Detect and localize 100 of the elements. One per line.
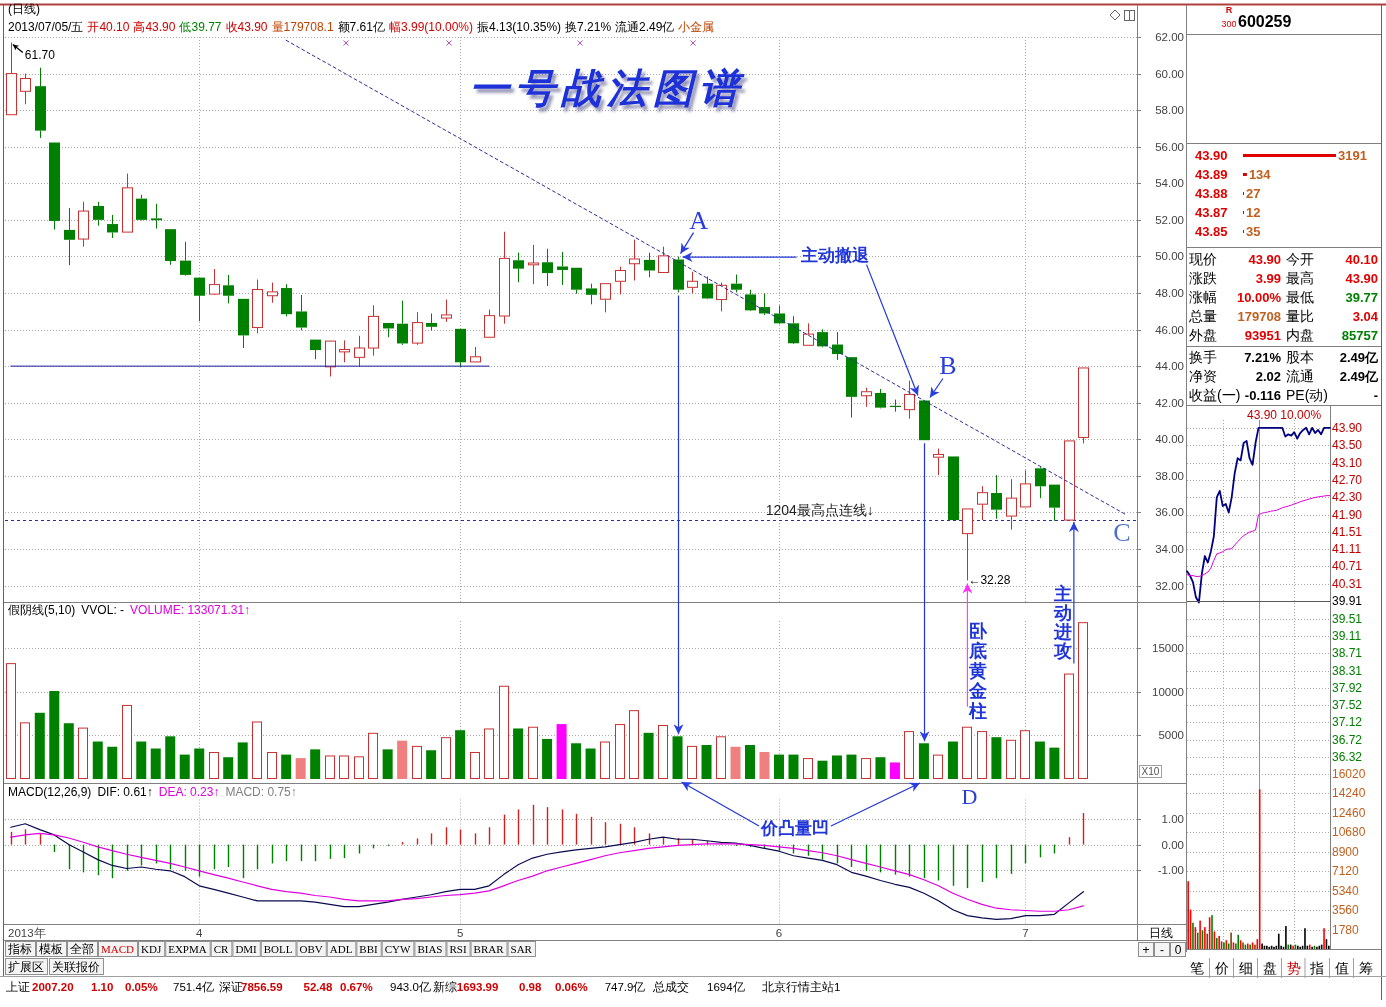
text: OBV: [299, 942, 323, 955]
text: 43.90: [1345, 271, 1378, 286]
annotation: 幅3.99(10.00%): [388, 20, 473, 34]
text: 值: [1334, 960, 1349, 976]
y-tick-label: 60.00: [1155, 67, 1184, 80]
text: RSI: [449, 942, 467, 955]
text: 价: [1213, 960, 1229, 976]
text: DMI: [235, 942, 258, 955]
text: 上证: [6, 981, 30, 993]
text: 93951: [1244, 328, 1281, 343]
annotation: VVOL: -: [81, 603, 125, 617]
text: 全部: [70, 941, 94, 956]
y-tick-label: 3560: [1332, 903, 1360, 918]
text: 换手: [1189, 349, 1217, 365]
annotation: 卧底黄金柱: [968, 620, 989, 721]
text: EXPMA: [168, 942, 207, 955]
y-tick-label: 43.89: [1195, 167, 1228, 182]
text: R: [1225, 5, 1233, 15]
y-tick-label: 40.71: [1332, 559, 1363, 574]
text: 今开: [1286, 251, 1314, 267]
annotation: (日线): [8, 2, 40, 16]
text: 300: [1221, 19, 1237, 29]
annotation: B: [939, 350, 957, 380]
text: 0.98: [519, 981, 542, 993]
annotation: C: [1113, 518, 1131, 548]
text: 现价: [1189, 251, 1217, 267]
text: KDJ: [141, 942, 162, 955]
y-tick-label: 5340: [1332, 883, 1360, 898]
y-tick-label: 37.52: [1332, 698, 1363, 713]
annotation: 假阴线(5,10): [8, 603, 76, 617]
y-tick-label: 38.31: [1332, 663, 1363, 678]
y-tick-label: 43.90: [1195, 148, 1228, 163]
text: 量比: [1286, 308, 1314, 324]
y-tick-label: 56.00: [1155, 140, 1184, 153]
text: 一号战法图谱: [469, 66, 745, 110]
data-label: 3191: [1338, 148, 1367, 163]
text: 笔: [1190, 960, 1204, 976]
text: 最低: [1286, 289, 1314, 305]
text: 总成交: [651, 980, 689, 993]
text: 股本: [1286, 349, 1314, 365]
y-tick-label: 1780: [1332, 922, 1360, 937]
data-label: 35: [1246, 224, 1261, 239]
text: 筹: [1358, 960, 1373, 976]
text: 新综: [432, 980, 457, 993]
y-tick-label: 41.90: [1332, 507, 1363, 522]
text: -0.116: [1244, 388, 1281, 403]
y-tick-label: 36.00: [1155, 506, 1184, 519]
text: 涨幅: [1189, 289, 1217, 305]
text: 总量: [1188, 308, 1217, 324]
annotation: 额7.61亿: [337, 20, 385, 34]
text: 0.05%: [125, 981, 158, 993]
y-axis-title: X10: [1141, 766, 1160, 777]
annotation: 低39.77: [179, 20, 222, 34]
y-tick-label: 10000: [1152, 685, 1184, 698]
y-tick-label: 37.12: [1332, 715, 1363, 730]
text: SAR: [510, 942, 533, 955]
annotation: 换7.21%: [565, 20, 612, 34]
y-tick-label: 39.11: [1332, 628, 1362, 643]
y-tick-label: 58.00: [1155, 104, 1184, 117]
y-tick-label: 43.90: [1332, 420, 1363, 435]
y-tick-label: 41.11: [1332, 542, 1362, 557]
text: ADL: [329, 942, 353, 955]
text: 39.77: [1345, 290, 1378, 305]
text: 40.10: [1345, 252, 1378, 267]
y-tick-label: 43.50: [1332, 438, 1363, 453]
annotation: 开40.10: [87, 20, 130, 34]
text: BOLL: [263, 942, 293, 955]
text: 52.48: [303, 981, 333, 993]
annotation: 小金属: [678, 20, 715, 34]
data-label: 134: [1248, 167, 1272, 182]
text: 流通: [1286, 368, 1314, 384]
annotation: 主动进攻: [1052, 583, 1072, 661]
y-tick-label: 42.70: [1332, 472, 1363, 487]
annotation: 收43.90: [225, 20, 268, 34]
text: 3.99: [1255, 271, 1281, 286]
data-label: 27: [1246, 186, 1261, 201]
y-tick-label: 12460: [1332, 805, 1366, 820]
text: +: [1142, 943, 1150, 957]
y-tick-label: 38.00: [1155, 469, 1184, 482]
text: 涨跌: [1189, 270, 1217, 286]
text: 1694亿: [707, 981, 745, 993]
text: 2007.20: [32, 981, 74, 993]
text: -: [1160, 943, 1164, 957]
y-tick-label: 34.00: [1155, 542, 1184, 555]
text: 2.02: [1255, 369, 1281, 384]
y-tick-label: 14240: [1332, 786, 1366, 801]
annotation: 量179708.1: [271, 20, 334, 34]
text: BRAR: [473, 942, 505, 955]
y-tick-label: 43.85: [1195, 224, 1228, 239]
text: 10.00%: [1236, 290, 1282, 305]
y-tick-label: 44.00: [1155, 360, 1184, 373]
text: BBI: [359, 942, 379, 955]
y-tick-label: 40.31: [1332, 576, 1363, 591]
text: CR: [213, 942, 230, 955]
y-tick-label: 36.72: [1332, 732, 1363, 747]
text: 外盘: [1189, 327, 1217, 343]
y-tick-label: 15000: [1152, 642, 1184, 655]
y-tick-label: 5000: [1158, 729, 1184, 742]
annotation: 2013/07/05/五: [8, 20, 84, 34]
text: 指标: [7, 941, 32, 956]
